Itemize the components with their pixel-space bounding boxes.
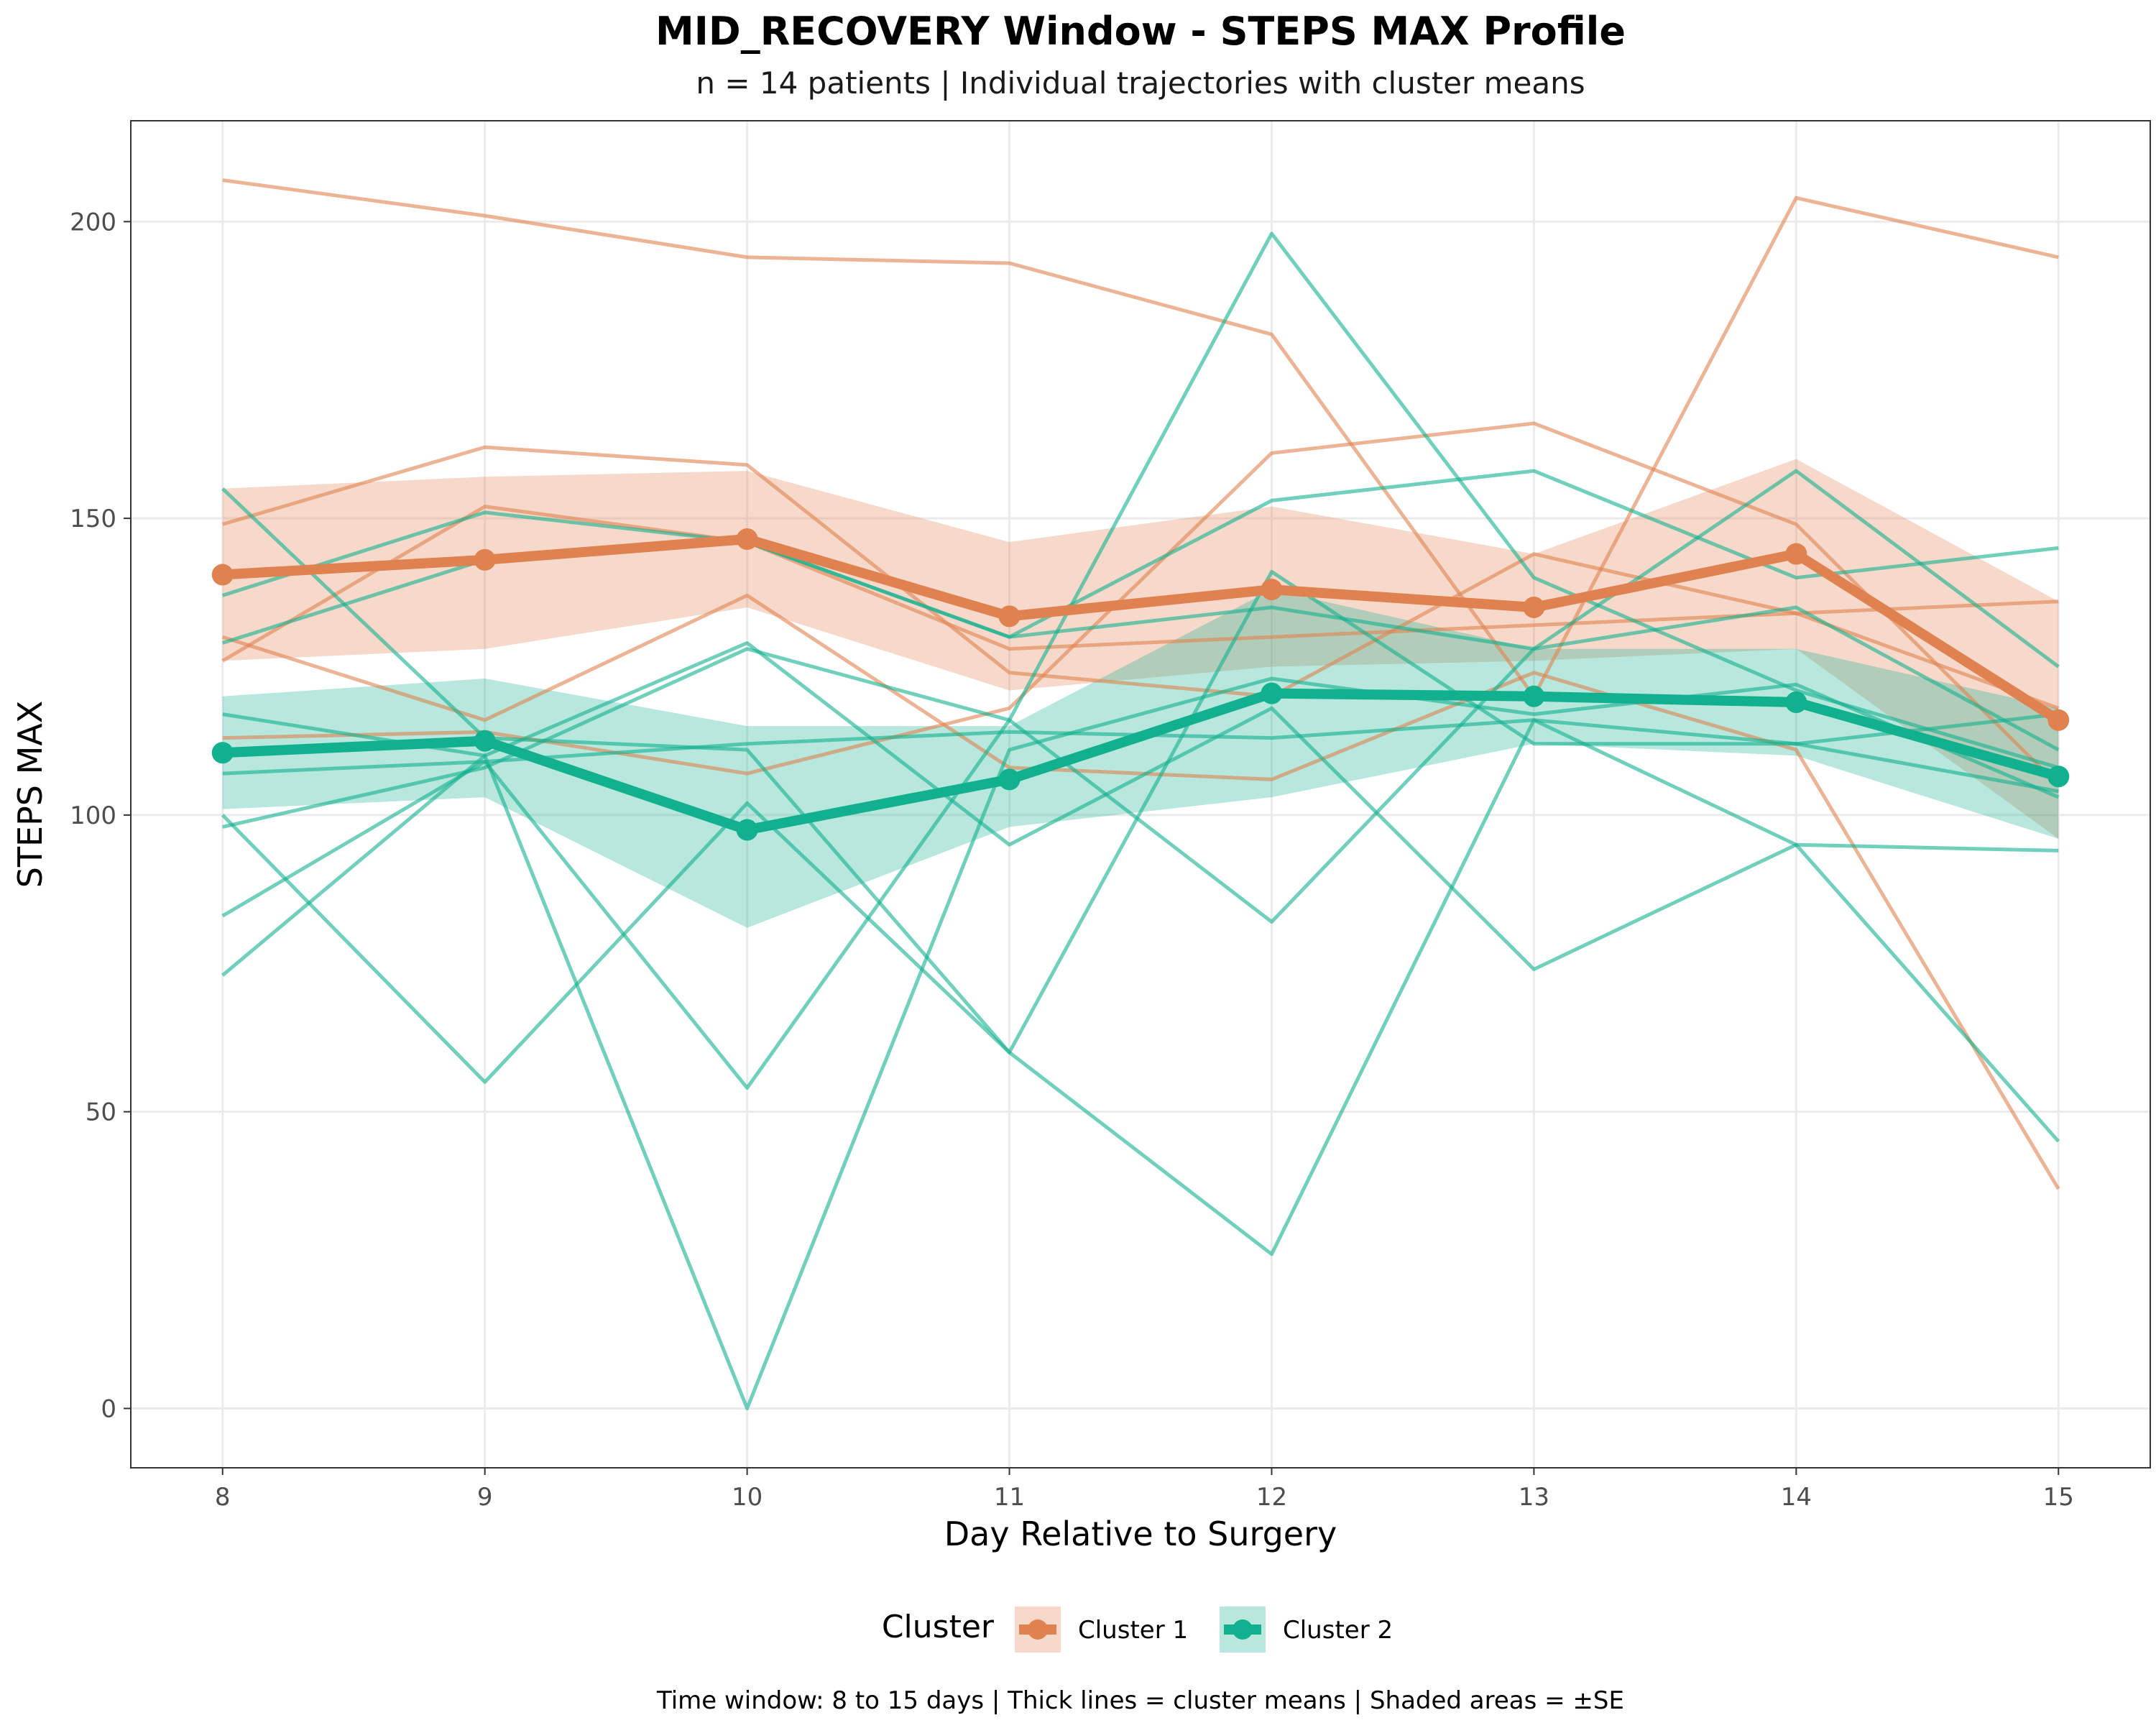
legend-label: Cluster 2 — [1283, 1616, 1393, 1645]
mean-point-cluster-2 — [474, 730, 496, 752]
mean-point-cluster-1 — [2047, 709, 2070, 731]
x-tick-label: 10 — [732, 1483, 763, 1512]
y-tick-label: 100 — [70, 801, 116, 830]
y-tick-label: 200 — [70, 208, 116, 236]
mean-point-cluster-1 — [211, 564, 234, 586]
x-axis-label: Day Relative to Surgery — [944, 1515, 1337, 1553]
x-tick-label: 13 — [1519, 1483, 1549, 1512]
legend-item-cluster-2: Cluster 2 — [1220, 1607, 1393, 1653]
plot-background — [131, 121, 2150, 1468]
mean-line-cluster-1 — [217, 534, 2064, 725]
cluster-means — [211, 528, 2070, 841]
patient-line-c2-8 — [221, 231, 2060, 1090]
mean-point-cluster-2 — [2047, 766, 2070, 788]
mean-line-cluster-2 — [217, 688, 2064, 835]
legend-key-point — [1028, 1619, 1048, 1640]
patient-line-c2-4 — [222, 676, 2060, 1410]
patient-line-c1-2 — [221, 445, 2060, 710]
mean-point-cluster-1 — [1785, 543, 1807, 565]
mean-point-cluster-2 — [1523, 685, 1545, 707]
mean-point-cluster-1 — [474, 548, 496, 571]
se-ribbon-cluster-1 — [222, 459, 2059, 839]
mean-point-cluster-2 — [1261, 682, 1283, 704]
mean-point-cluster-2 — [1785, 691, 1807, 714]
legend-title: Cluster — [882, 1609, 995, 1645]
legend-items: Cluster 1 Cluster 2 — [1015, 1607, 1393, 1653]
mean-point-cluster-2 — [998, 768, 1021, 791]
patient-line-c2-1 — [221, 487, 2060, 1256]
x-tick-label: 12 — [1256, 1483, 1287, 1512]
x-tick-label: 8 — [215, 1483, 231, 1512]
x-axis-ticks: 8 9 10 11 12 13 14 15 — [215, 1468, 2074, 1512]
chart-subtitle: n = 14 patients | Individual trajectorie… — [696, 65, 1585, 101]
patient-line-c2-6 — [221, 569, 2059, 1084]
x-tick-label: 15 — [2043, 1483, 2074, 1512]
y-axis-label: STEPS MAX — [11, 701, 50, 888]
patient-line-c1-1 — [222, 178, 2059, 699]
chart-title: MID_RECOVERY Window - STEPS MAX Profile — [655, 9, 1626, 54]
se-ribbons — [222, 459, 2059, 928]
mean-point-cluster-2 — [736, 819, 758, 841]
y-tick-label: 150 — [70, 505, 116, 533]
legend-key-point — [1233, 1619, 1253, 1640]
plot-border — [130, 120, 2151, 1469]
patient-line-c2-7 — [222, 469, 2060, 924]
mean-point-cluster-1 — [998, 605, 1021, 628]
patient-line-c2-9 — [221, 641, 2059, 977]
se-ribbon-cluster-2 — [222, 589, 2059, 928]
mean-point-cluster-1 — [736, 528, 758, 551]
legend-item-cluster-1: Cluster 1 — [1015, 1607, 1188, 1653]
y-tick-label: 50 — [86, 1098, 116, 1127]
patient-trajectories — [221, 178, 2060, 1410]
mean-point-cluster-1 — [1523, 596, 1545, 618]
patient-line-c1-4 — [221, 593, 2060, 1190]
mean-point-cluster-1 — [1261, 579, 1283, 601]
y-axis-ticks: 0 50 100 150 200 — [70, 208, 131, 1423]
y-tick-label: 0 — [101, 1394, 116, 1423]
mean-point-cluster-2 — [211, 742, 234, 764]
legend: Cluster Cluster 1 Cluster 2 — [882, 1607, 1393, 1653]
chart-caption: Time window: 8 to 15 days | Thick lines … — [656, 1686, 1624, 1715]
x-tick-label: 14 — [1781, 1483, 1812, 1512]
legend-label: Cluster 1 — [1078, 1616, 1188, 1645]
x-tick-label: 11 — [994, 1483, 1025, 1512]
x-tick-label: 9 — [477, 1483, 493, 1512]
